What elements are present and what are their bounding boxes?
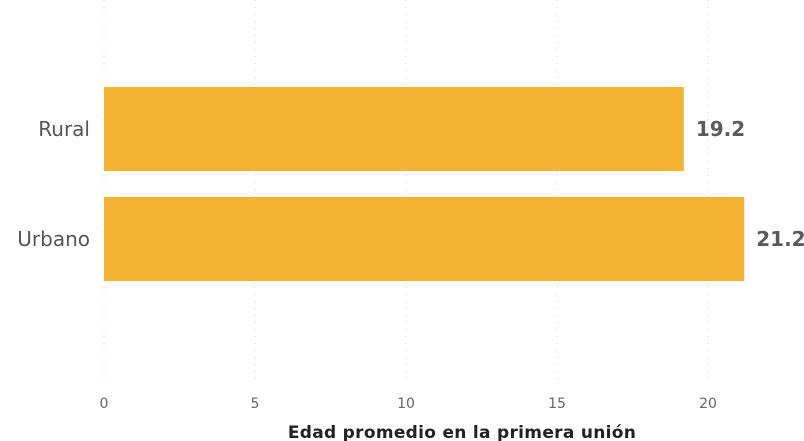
value-label-rural: 19.2 — [696, 117, 745, 141]
x-tick-labels: 0 5 10 15 20 — [100, 396, 717, 412]
x-tick-label: 20 — [699, 396, 717, 412]
category-label-rural: Rural — [38, 117, 90, 141]
bars — [104, 87, 745, 281]
x-axis-title: Edad promedio en la primera unión — [288, 423, 636, 441]
bar-rural — [104, 87, 684, 171]
x-tick-label: 5 — [251, 396, 260, 412]
value-labels: 19.2 21.2 — [696, 117, 804, 251]
x-tick-label: 0 — [100, 396, 109, 412]
x-tick-label: 10 — [397, 396, 415, 412]
category-label-urbano: Urbano — [17, 227, 90, 251]
bar-urbano — [104, 197, 745, 281]
gridlines — [103, 0, 709, 385]
x-tick-label: 15 — [548, 396, 566, 412]
value-label-urbano: 21.2 — [756, 227, 804, 251]
category-labels: Rural Urbano — [17, 117, 90, 251]
